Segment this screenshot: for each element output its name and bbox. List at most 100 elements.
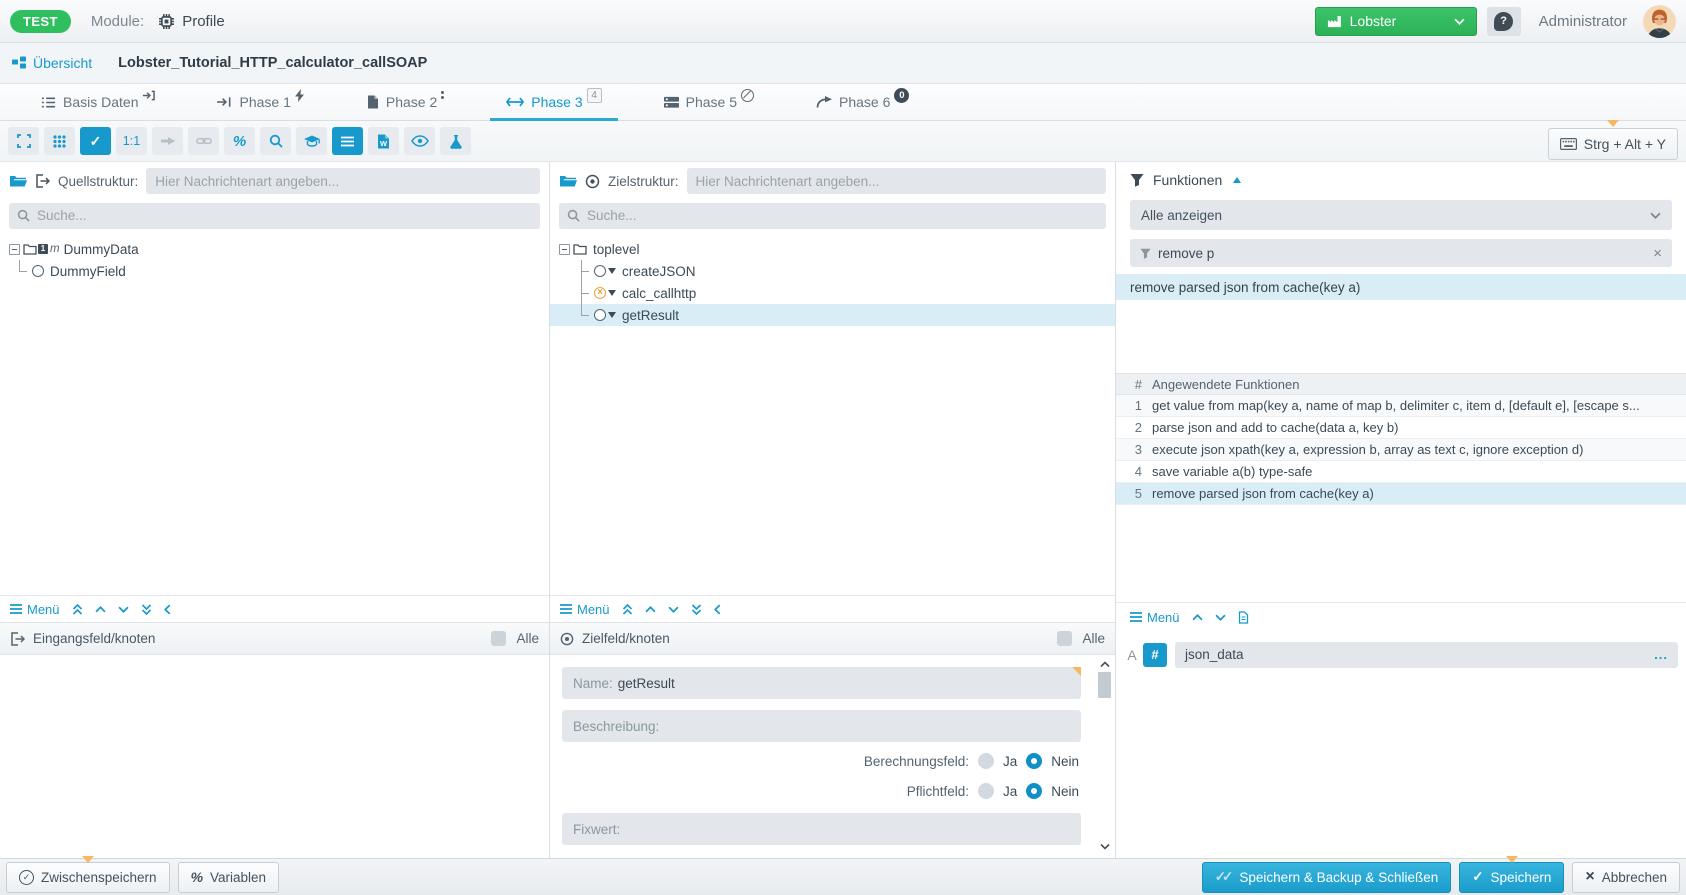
avatar[interactable]: [1643, 4, 1676, 38]
tutorial-button[interactable]: [296, 127, 327, 155]
source-message-type-input[interactable]: [146, 168, 540, 194]
source-search-input[interactable]: [37, 208, 532, 223]
folder-node-icon: [573, 243, 587, 255]
zoom-ratio-button[interactable]: 1:1: [116, 127, 147, 155]
variable-name-field[interactable]: json_data ...: [1175, 641, 1678, 668]
form-scrollbar[interactable]: [1098, 661, 1111, 850]
target-search-box[interactable]: [559, 202, 1106, 229]
variables-button[interactable]: Variablen: [177, 861, 280, 893]
source-search-box[interactable]: [9, 202, 540, 229]
tab-phase-3[interactable]: Phase 3 4: [490, 84, 618, 121]
save-backup-close-button[interactable]: Speichern & Backup & Schließen: [1201, 861, 1452, 893]
tab-label: Phase 6: [838, 94, 891, 110]
target-search-input[interactable]: [587, 208, 1098, 223]
list-icon: [41, 96, 56, 109]
help-bubble-icon: ?: [1494, 11, 1514, 31]
collapse-icon[interactable]: [9, 243, 20, 255]
required-yes-radio[interactable]: [977, 783, 994, 799]
folder-open-icon[interactable]: [9, 174, 27, 188]
chevron-up-icon[interactable]: [645, 605, 656, 613]
document-icon[interactable]: [1238, 610, 1249, 624]
function-filter-box[interactable]: [1130, 239, 1672, 267]
chevron-down-icon[interactable]: [1215, 614, 1226, 621]
functions-menu-button[interactable]: Menü: [1130, 610, 1180, 625]
applied-function-row[interactable]: 3 execute json xpath(key a, expression b…: [1116, 439, 1686, 461]
menu-label: Menü: [27, 601, 60, 617]
variable-type-badge[interactable]: #: [1143, 642, 1167, 667]
fixed-value-label: Fixwert:: [573, 821, 621, 837]
applied-function-row-selected[interactable]: 5 remove parsed json from cache(key a): [1116, 483, 1686, 505]
workspace-dropdown[interactable]: Lobster: [1314, 6, 1477, 36]
grid-view-button[interactable]: [44, 127, 75, 155]
collapse-icon[interactable]: [559, 243, 570, 255]
help-button[interactable]: ?: [1486, 6, 1521, 36]
expand-all-icon[interactable]: [691, 603, 702, 615]
search-icon: [17, 209, 30, 222]
scroll-down-icon[interactable]: [1098, 843, 1111, 850]
applied-function-row[interactable]: 2 parse json and add to cache(data a, ke…: [1116, 417, 1686, 439]
tab-phase-2[interactable]: Phase 2: [351, 84, 460, 120]
redo-arrow-icon: [816, 96, 832, 108]
calculation-yes-radio[interactable]: [977, 753, 994, 769]
tree-node-dummydata[interactable]: 1 m DummyData: [0, 238, 549, 260]
function-category-select[interactable]: Alle anzeigen: [1130, 200, 1672, 230]
chevron-up-icon[interactable]: [1192, 613, 1203, 621]
search-button[interactable]: [260, 127, 291, 155]
word-export-button[interactable]: W: [368, 127, 399, 155]
folder-open-icon[interactable]: [559, 174, 577, 188]
all-checkbox[interactable]: [491, 631, 507, 646]
scroll-up-icon[interactable]: [1098, 661, 1111, 668]
tree-node-calc-callhttp[interactable]: calc_callhttp: [550, 282, 1115, 304]
tree-node-dummyfield[interactable]: DummyField: [0, 260, 549, 282]
hint-marker-icon: [81, 855, 94, 863]
expand-all-icon[interactable]: [141, 603, 152, 615]
tab-phase-1[interactable]: Phase 1: [201, 84, 320, 120]
test-flask-button[interactable]: [440, 127, 471, 155]
name-field[interactable]: Name: getResult: [562, 667, 1081, 699]
section-title: Zielfeld/knoten: [582, 631, 670, 646]
fullscreen-button[interactable]: [8, 127, 39, 155]
tree-node-toplevel[interactable]: toplevel: [550, 238, 1115, 260]
arrow-right-button[interactable]: [152, 127, 183, 155]
tree-node-getresult-selected[interactable]: getResult: [550, 304, 1115, 326]
variables-toggle-button[interactable]: [224, 127, 255, 155]
function-filter-input[interactable]: [1158, 245, 1647, 261]
calculation-no-radio[interactable]: [1026, 753, 1043, 769]
list-view-button[interactable]: [332, 127, 363, 155]
chevron-left-icon[interactable]: [713, 603, 721, 615]
source-menu-button[interactable]: Menü: [10, 602, 60, 617]
target-message-type-input[interactable]: [686, 168, 1106, 194]
module-name: Profile: [182, 12, 225, 30]
required-no-radio[interactable]: [1026, 783, 1043, 799]
chevron-down-icon[interactable]: [118, 606, 129, 613]
all-checkbox[interactable]: [1057, 631, 1073, 646]
collapse-all-icon[interactable]: [72, 603, 83, 615]
sort-ascending-icon[interactable]: [1233, 177, 1242, 183]
applied-function-row[interactable]: 4 save variable a(b) type-safe: [1116, 461, 1686, 483]
chevron-down-icon[interactable]: [668, 606, 679, 613]
applied-function-row[interactable]: 1 get value from map(key a, name of map …: [1116, 395, 1686, 417]
stash-button[interactable]: Zwischenspeichern: [6, 855, 170, 893]
function-search-result[interactable]: remove parsed json from cache(key a): [1116, 274, 1686, 300]
link-button[interactable]: [188, 127, 219, 155]
breadcrumb-overview-link[interactable]: Übersicht: [33, 55, 93, 71]
chevron-up-icon[interactable]: [95, 605, 106, 613]
chevron-left-icon[interactable]: [163, 603, 171, 615]
scroll-thumb[interactable]: [1098, 672, 1111, 698]
clear-filter-icon[interactable]: [1653, 246, 1662, 261]
tab-phase-6[interactable]: Phase 6 0: [800, 84, 925, 120]
tab-basis-daten[interactable]: Basis Daten: [25, 84, 171, 120]
tab-phase-5[interactable]: Phase 5: [648, 84, 770, 120]
description-field[interactable]: Beschreibung:: [562, 710, 1081, 742]
checkbox-toggle-button[interactable]: [80, 127, 111, 155]
save-button[interactable]: Speichern: [1459, 855, 1565, 893]
more-options-icon[interactable]: ...: [1654, 647, 1668, 662]
fixed-value-field[interactable]: Fixwert:: [562, 813, 1081, 845]
target-menu-button[interactable]: Menü: [560, 602, 610, 617]
keyboard-shortcut-button[interactable]: Strg + Alt + Y: [1547, 128, 1678, 160]
index-column-header: #: [1134, 376, 1142, 392]
collapse-all-icon[interactable]: [622, 603, 633, 615]
cancel-button[interactable]: Abbrechen: [1572, 861, 1680, 893]
tree-node-createjson[interactable]: createJSON: [550, 260, 1115, 282]
preview-eye-button[interactable]: [404, 127, 435, 155]
